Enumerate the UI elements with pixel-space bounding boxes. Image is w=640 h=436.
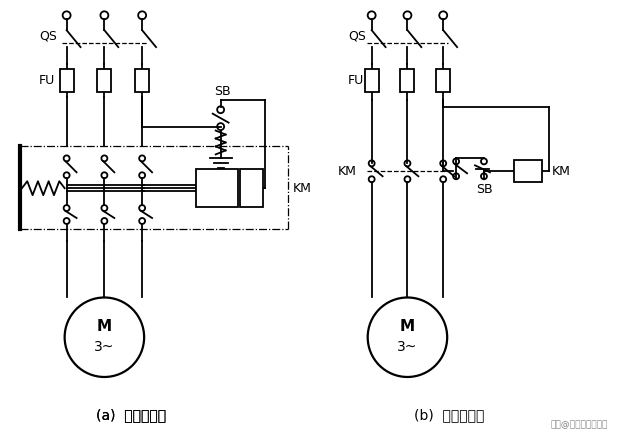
Text: M: M: [97, 319, 112, 334]
Text: SB: SB: [476, 183, 492, 196]
Text: (b)  电气原理图: (b) 电气原理图: [414, 408, 484, 422]
Text: 3~: 3~: [397, 340, 418, 354]
Text: M: M: [400, 319, 415, 334]
Text: QS: QS: [348, 30, 365, 43]
Text: FU: FU: [39, 74, 55, 87]
Text: 买家@电气自动化应用: 买家@电气自动化应用: [551, 420, 608, 429]
Bar: [97, 69, 111, 92]
Bar: [60, 69, 74, 92]
Text: QS: QS: [39, 30, 57, 43]
Text: 3~: 3~: [94, 340, 115, 354]
Bar: [436, 69, 450, 92]
Text: SB: SB: [214, 85, 231, 98]
Text: (a)  接线示意图: (a) 接线示意图: [96, 408, 166, 422]
Text: KM: KM: [338, 165, 356, 178]
Text: (a)  接线示意图: (a) 接线示意图: [96, 408, 166, 422]
Text: KM: KM: [552, 165, 570, 178]
Text: FU: FU: [348, 74, 364, 87]
Bar: [401, 69, 414, 92]
Text: KM: KM: [293, 182, 312, 195]
Bar: [514, 160, 541, 182]
Bar: [365, 69, 379, 92]
Bar: [239, 169, 264, 207]
Bar: [135, 69, 149, 92]
Bar: [196, 169, 237, 207]
